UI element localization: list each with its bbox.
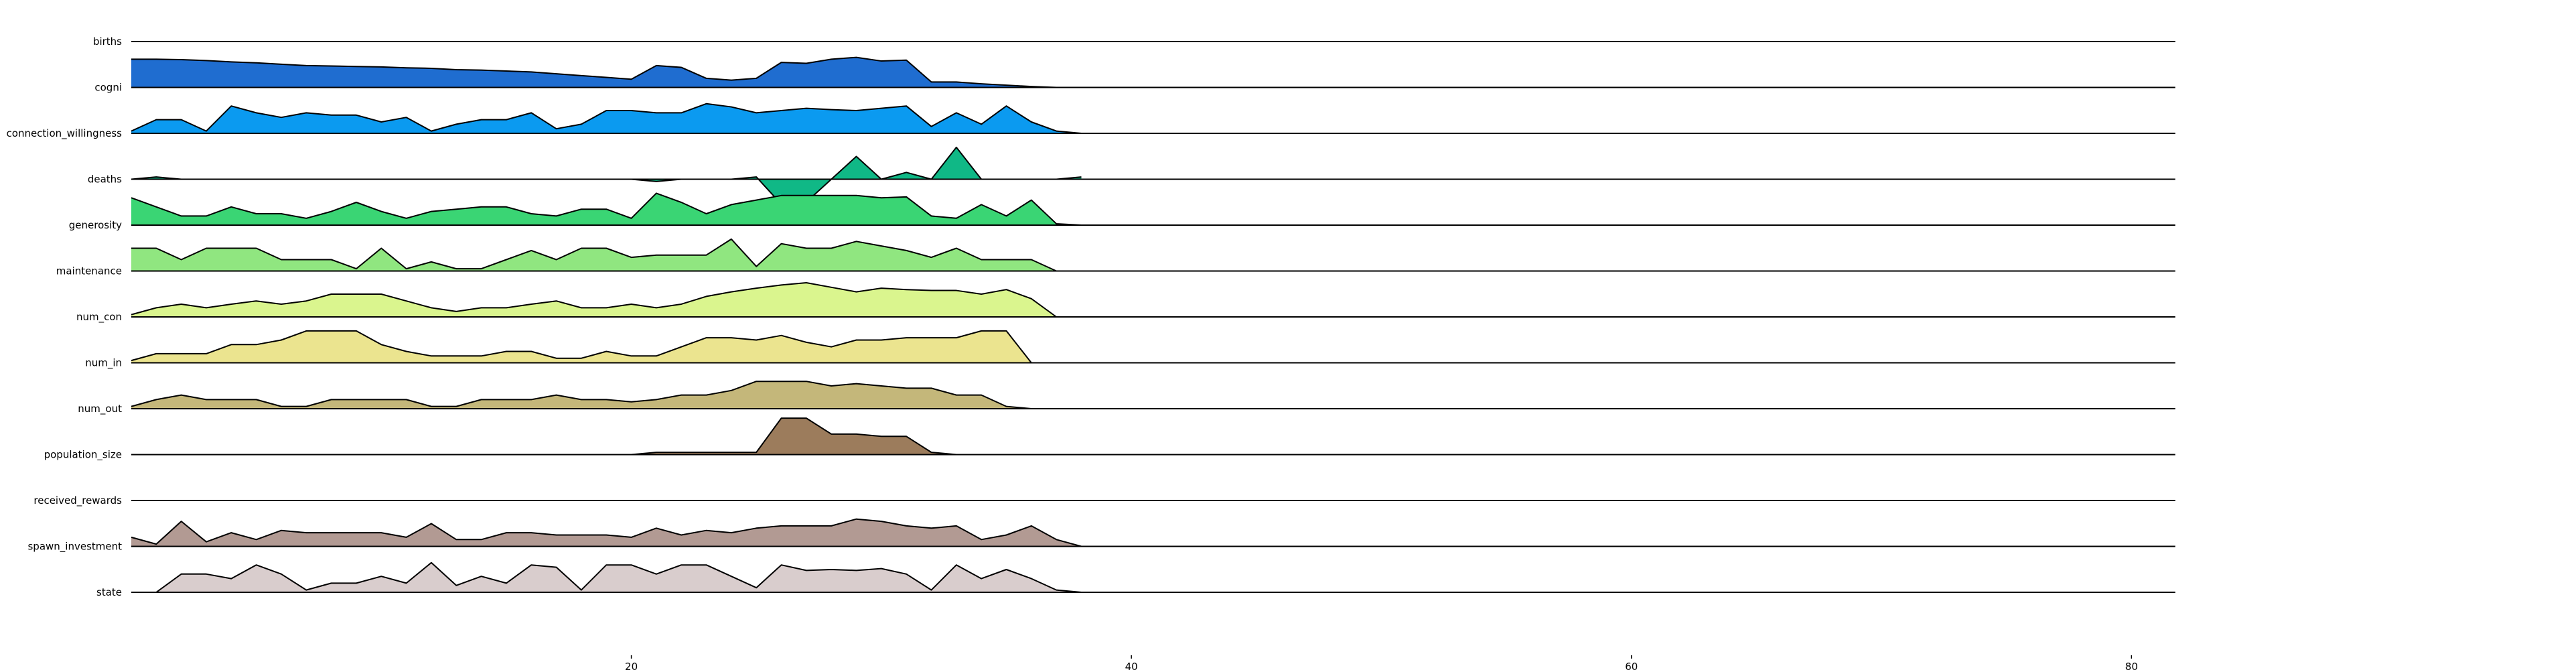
ridge-line-cogni xyxy=(131,56,1082,88)
ridge-area-state xyxy=(131,562,1082,592)
ridge-row-births: births xyxy=(93,36,2175,48)
ridge-row-received-rewards: received_rewards xyxy=(33,494,2175,507)
ridge-row-num-out: num_out xyxy=(78,381,2175,415)
ridge-line-connection-willingness xyxy=(131,103,1082,134)
ridge-row-num-in: num_in xyxy=(85,330,2175,370)
ridge-area-connection-willingness xyxy=(131,103,1082,133)
x-axis: 20 40 60 80 xyxy=(625,655,2138,670)
ridge-row-state: state xyxy=(96,561,2175,598)
ridge-label-num-con: num_con xyxy=(76,311,122,324)
ridge-label-deaths: deaths xyxy=(88,174,122,186)
ridge-row-population-size: population_size xyxy=(44,417,2175,462)
ridge-area-num-out xyxy=(131,381,1082,409)
ridge-line-num-con xyxy=(131,282,1082,318)
ridge-area-spawn-investment xyxy=(131,519,1082,547)
x-tick-label-20: 20 xyxy=(625,661,638,670)
ridge-label-cogni: cogni xyxy=(94,82,122,94)
ridge-line-maintenance xyxy=(131,238,1082,272)
ridge-area-num-con xyxy=(131,283,1082,317)
ridge-row-connection-willingness: connection_willingness xyxy=(7,103,2175,140)
ridge-area-maintenance xyxy=(131,239,1082,271)
ridge-line-population-size xyxy=(131,417,1082,456)
ridge-line-state xyxy=(131,561,1082,593)
x-tick-label-40: 40 xyxy=(1125,661,1138,670)
ridge-line-spawn-investment xyxy=(131,518,1082,547)
ridge-label-maintenance: maintenance xyxy=(56,265,122,277)
ridge-label-births: births xyxy=(93,36,122,48)
x-tick-label-60: 60 xyxy=(1625,661,1638,670)
ridge-line-num-out xyxy=(131,381,1082,409)
ridge-row-num-con: num_con xyxy=(76,282,2175,324)
ridge-label-state: state xyxy=(96,586,122,598)
ridge-row-cogni: cogni xyxy=(94,56,2175,94)
ridge-label-spawn-investment: spawn_investment xyxy=(27,541,122,553)
ridge-row-maintenance: maintenance xyxy=(56,238,2175,277)
ridge-row-generosity: generosity xyxy=(69,192,2175,231)
ridge-line-num-in xyxy=(131,330,1082,364)
x-tick-label-80: 80 xyxy=(2125,661,2138,670)
ridge-label-num-in: num_in xyxy=(85,357,122,370)
ridge-area-cogni xyxy=(131,57,1082,88)
ridge-area-population-size xyxy=(131,418,1082,455)
ridge-label-num-out: num_out xyxy=(78,403,122,415)
ridge-row-deaths: deaths xyxy=(88,146,2175,205)
ridge-label-received-rewards: received_rewards xyxy=(33,494,122,507)
ridge-line-generosity xyxy=(131,192,1082,226)
ridge-area-deaths xyxy=(131,147,1082,204)
ridge-label-population-size: population_size xyxy=(44,449,122,462)
ridge-area-num-in xyxy=(131,330,1082,363)
ridge-row-spawn-investment: spawn_investment xyxy=(27,518,2175,553)
ridge-label-connection-willingness: connection_willingness xyxy=(7,127,123,140)
ridge-label-generosity: generosity xyxy=(69,219,122,231)
